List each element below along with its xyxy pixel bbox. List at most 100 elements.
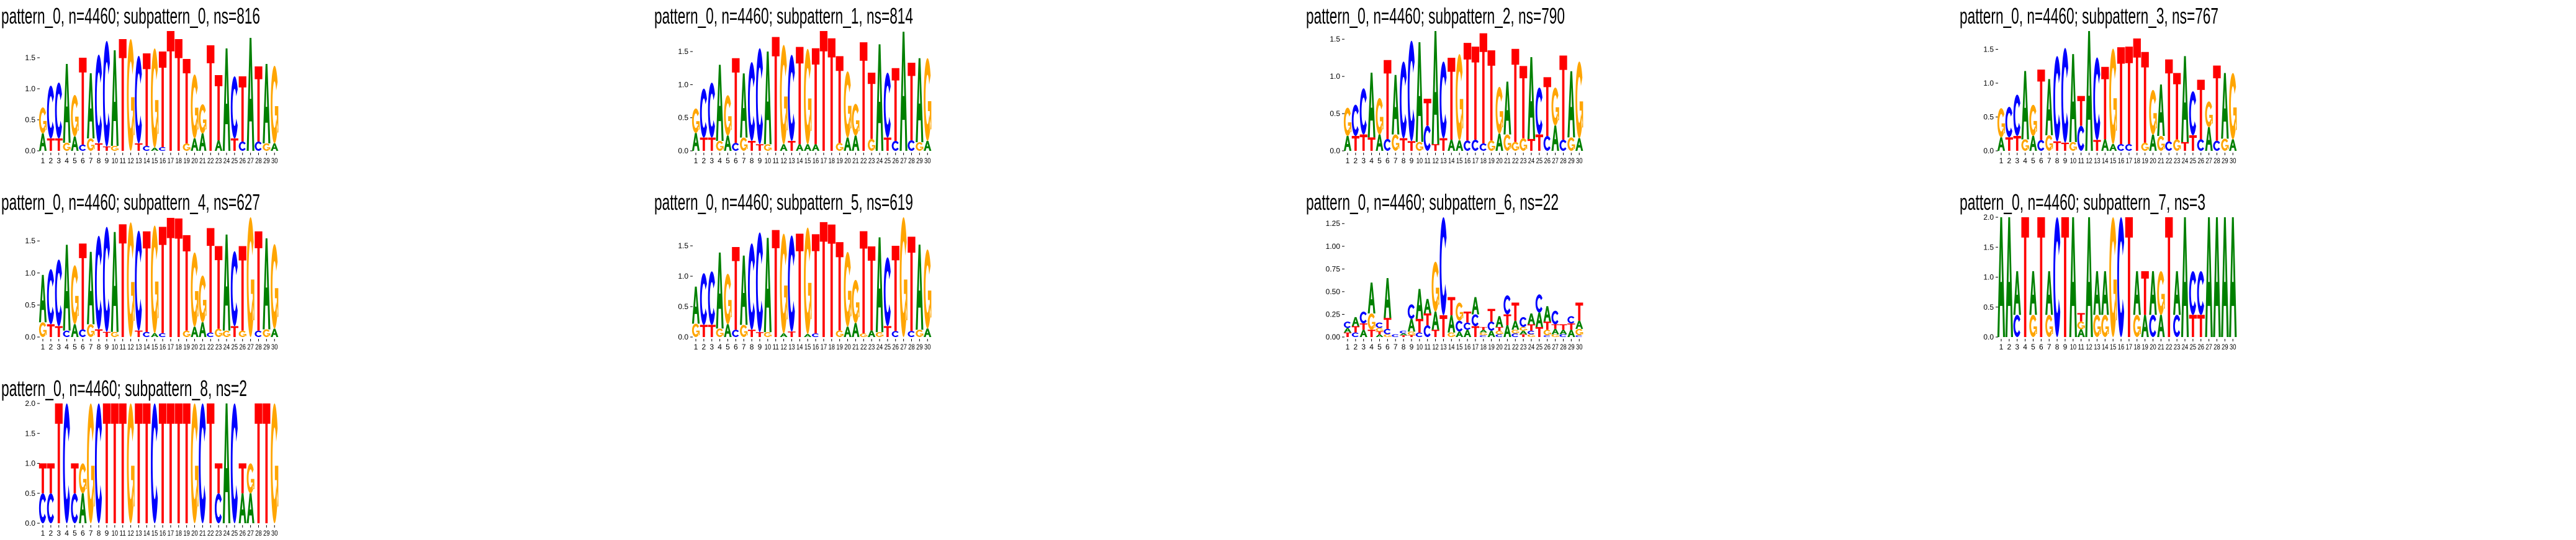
logo-letter-T — [143, 53, 151, 146]
x-tick-label: 5 — [73, 343, 77, 351]
y-tick-label: 0.0 — [1983, 333, 1994, 341]
logo-letter-A — [1431, 312, 1439, 330]
logo-letter-C — [2149, 315, 2156, 338]
x-tick-label: 25 — [885, 156, 891, 165]
logo-letter-A — [1997, 217, 2006, 337]
x-tick-label: 5 — [73, 529, 77, 538]
panel-title: pattern_0, n=4460; subpattern_4, ns=627 — [1, 189, 260, 215]
logo-letter-T — [263, 403, 271, 523]
logo-letter-A — [780, 333, 788, 337]
x-tick-label: 18 — [1480, 343, 1487, 351]
logo-letter-A — [263, 238, 271, 330]
logo-letter-A — [1575, 320, 1583, 329]
logo-letter-T — [827, 38, 835, 151]
logo-letter-G — [763, 144, 772, 151]
y-tick-label: 1.5 — [678, 241, 688, 250]
x-tick-label: 22 — [2166, 156, 2173, 165]
logo-letter-A — [2029, 271, 2037, 315]
logo-letter-T — [811, 234, 820, 334]
logo-letter-T — [1463, 43, 1472, 141]
logo-letter-A — [1527, 313, 1536, 325]
logo-letter-A — [2045, 79, 2053, 135]
logo-letter-T — [71, 463, 79, 493]
logo-letter-G — [38, 107, 47, 133]
logo-letter-C — [135, 230, 142, 331]
logo-letter-C — [63, 403, 70, 523]
x-tick-label: 15 — [151, 529, 158, 538]
logo-letter-G — [2045, 135, 2053, 151]
logo-letter-G — [2029, 104, 2037, 137]
x-tick-label: 7 — [89, 343, 93, 351]
x-tick-label: 4 — [2023, 343, 2027, 351]
logo-letter-C — [2005, 107, 2012, 138]
logo-panel: pattern_0, n=4460; subpattern_8, ns=2 0.0… — [1, 376, 279, 538]
x-tick-label: 3 — [709, 156, 714, 165]
logo-letter-T — [772, 230, 780, 337]
logo-letter-C — [1567, 316, 1575, 324]
logo-letter-C — [158, 147, 166, 151]
logo-letter-T — [708, 137, 716, 151]
logo-letter-T — [2077, 96, 2085, 126]
logo-letter-C — [755, 48, 763, 145]
logo-letter-T — [1487, 50, 1495, 141]
logo-letter-C — [143, 146, 150, 151]
logo-letter-A — [724, 135, 732, 151]
logo-letter-G — [87, 138, 95, 151]
logo-letter-A — [2221, 217, 2229, 337]
x-tick-label: 1 — [1999, 156, 2004, 165]
logo-letter-T — [143, 403, 151, 523]
logo-letter-A — [796, 144, 804, 151]
logo-letter-A — [222, 48, 231, 151]
logo-letter-A — [71, 137, 79, 151]
y-tick-label: 1.00 — [1326, 242, 1341, 251]
x-tick-label: 8 — [97, 156, 101, 165]
x-tick-label: 18 — [2134, 343, 2141, 351]
x-tick-label: 27 — [247, 343, 254, 351]
logo-letter-G — [63, 143, 71, 151]
x-tick-label: 8 — [1402, 343, 1406, 351]
x-tick-label: 12 — [1432, 156, 1439, 165]
x-tick-label: 30 — [271, 156, 278, 165]
logo-letter-A — [1423, 299, 1431, 313]
logo-letter-C — [55, 259, 62, 326]
logo-letter-A — [238, 493, 246, 523]
logo-letter-T — [2005, 137, 2014, 151]
x-tick-label: 10 — [765, 156, 772, 165]
logo-letter-C — [1559, 334, 1567, 337]
x-tick-label: 1 — [41, 529, 45, 538]
y-tick-label: 0.0 — [678, 146, 688, 155]
x-tick-label: 5 — [726, 156, 730, 165]
x-tick-label: 27 — [247, 156, 254, 165]
x-tick-label: 19 — [2141, 156, 2148, 165]
x-tick-label: 28 — [908, 156, 915, 165]
logo-letter-A — [2157, 84, 2165, 137]
logo-letter-G — [780, 233, 788, 334]
x-tick-label: 16 — [2118, 156, 2125, 165]
logo-letter-C — [1343, 322, 1351, 328]
logo-letter-T — [891, 68, 899, 142]
x-tick-label: 27 — [2205, 343, 2212, 351]
logo-letter-G — [238, 330, 246, 338]
x-tick-label: 23 — [215, 529, 222, 538]
logo-letter-A — [1997, 137, 2006, 151]
logo-letter-G — [151, 48, 159, 148]
logo-letter-C — [1423, 125, 1431, 151]
logo-letter-G — [1367, 313, 1376, 330]
logo-letter-A — [1343, 328, 1352, 333]
logo-letter-C — [71, 493, 78, 523]
logo-letter-C — [47, 86, 54, 139]
logo-letter-T — [2141, 52, 2149, 143]
logo-letter-C — [1527, 330, 1535, 335]
logo-letter-C — [47, 493, 54, 523]
logo-letter-G — [852, 104, 860, 136]
x-tick-label: 9 — [758, 343, 762, 351]
logo-letter-T — [907, 63, 916, 140]
logo-letter-G — [1503, 134, 1511, 151]
logo-letter-T — [2037, 70, 2045, 140]
x-tick-label: 2 — [1354, 156, 1358, 165]
x-tick-label: 19 — [836, 343, 843, 351]
logo-letter-A — [916, 58, 924, 143]
logo-letter-T — [1448, 297, 1456, 315]
x-tick-label: 27 — [1552, 343, 1559, 351]
logo-letter-G — [222, 330, 231, 338]
